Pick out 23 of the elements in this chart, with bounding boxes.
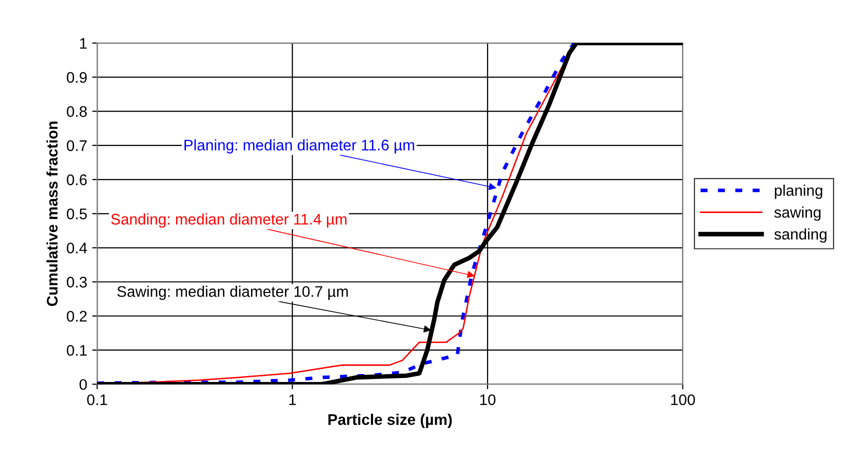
y-tick-label: 1 [80,38,87,49]
x-tick-label: 0.1 [87,394,108,406]
annotation: Sawing: median diameter 10.7 µm [117,286,348,300]
x-tick-label: 10 [480,394,496,406]
y-axis-title: Cumulative mass fraction [46,122,58,306]
x-tick-label: 100 [671,394,695,406]
annotation: Planing: median diameter 11.6 µm [184,139,414,154]
legend-label: sanding [774,228,826,243]
legend-label: sawing [774,206,820,221]
y-tick-label: 0.6 [66,174,87,186]
y-tick-label: 0 [80,379,87,390]
y-tick-label: 0.2 [66,310,87,322]
y-tick-label: 0.1 [66,344,87,356]
y-tick-label: 0.9 [66,72,87,83]
annotation: Sanding: median diameter 11.4 µm [111,213,346,228]
x-tick-label: 1 [289,394,296,406]
y-tick-label: 0.5 [66,208,87,220]
y-tick-label: 0.7 [66,140,87,152]
legend-label: planing [774,184,822,199]
x-axis-title: Particle size (µm) [328,414,452,428]
y-tick-label: 0.8 [66,106,87,117]
y-tick-label: 0.3 [66,276,87,288]
y-tick-label: 0.4 [66,242,88,254]
